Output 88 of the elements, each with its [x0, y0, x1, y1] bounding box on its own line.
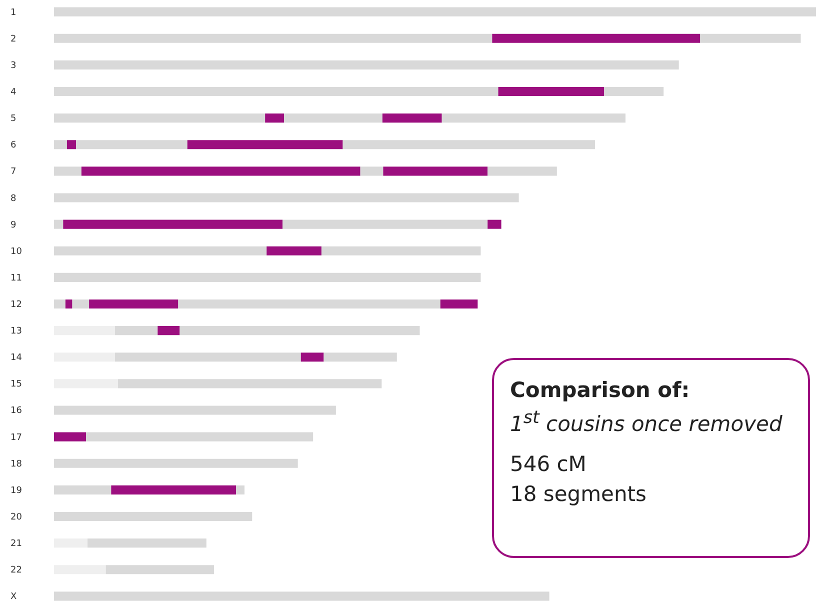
bar: [158, 326, 180, 336]
bar: [54, 166, 82, 176]
bar: [65, 299, 72, 309]
bar: [54, 458, 298, 468]
y-tick-label: 6: [10, 140, 16, 151]
y-tick-label: 8: [10, 194, 16, 204]
y-tick-label: 19: [10, 486, 22, 496]
bar: [76, 140, 188, 150]
bar: [118, 379, 382, 388]
bar: [266, 246, 322, 256]
bar: [81, 166, 360, 176]
y-tick-label: 10: [10, 246, 22, 257]
bar: [63, 220, 283, 229]
bar: [284, 114, 382, 123]
bar: [180, 326, 420, 336]
bar: [498, 86, 604, 96]
bar: [54, 246, 267, 256]
bar: [89, 299, 178, 309]
y-tick-label: 11: [10, 273, 22, 284]
bar: [282, 220, 488, 229]
bar: [114, 352, 301, 362]
bar: [54, 114, 266, 123]
y-tick-label: 22: [10, 566, 22, 576]
bar: [54, 406, 336, 415]
bar: [88, 538, 206, 548]
y-tick-label: 17: [10, 432, 22, 443]
bar: [86, 432, 314, 442]
y-tick-label: 14: [10, 353, 22, 364]
y-tick-label: 13: [10, 326, 22, 337]
y-tick-label: 3: [10, 60, 16, 71]
annotation: 1$^{st}$ cousins once removed: [510, 408, 784, 436]
annotation: 546 cM: [510, 452, 588, 476]
bar: [360, 166, 384, 176]
bar: [106, 565, 214, 574]
bar: [54, 34, 492, 43]
bar: [54, 379, 118, 388]
bar: [54, 512, 252, 522]
bar: [54, 299, 66, 309]
bar: [54, 193, 519, 202]
y-tick-label: 21: [10, 539, 22, 550]
bar: [54, 60, 679, 70]
bar: [54, 86, 498, 96]
bar: [492, 34, 700, 43]
bar: [488, 220, 502, 229]
y-tick-label: 18: [10, 459, 22, 470]
bar: [236, 485, 244, 494]
y-tick-label: 5: [10, 114, 16, 124]
bar: [111, 485, 236, 494]
annotation: Comparison of:: [510, 378, 691, 402]
bar: [54, 7, 816, 16]
bar: [700, 34, 801, 43]
bar: [321, 246, 481, 256]
bar: [72, 299, 90, 309]
bar: [66, 140, 76, 150]
y-tick-label: 12: [10, 300, 22, 310]
bar: [324, 352, 397, 362]
bar: [54, 565, 106, 574]
y-tick-label: 9: [10, 220, 16, 230]
bar: [187, 140, 343, 150]
bar: [54, 220, 64, 229]
bar: [54, 352, 115, 362]
bar: [54, 538, 88, 548]
y-tick-label: 15: [10, 380, 22, 390]
bar: [342, 140, 596, 150]
bar: [114, 326, 158, 336]
bar: [54, 592, 550, 601]
bar: [54, 326, 115, 336]
annotation: 18 segments: [510, 482, 648, 506]
bar: [265, 114, 284, 123]
y-tick-label: 1: [10, 8, 16, 18]
y-tick-label: X: [10, 592, 17, 602]
y-tick-label: 4: [10, 88, 16, 98]
y-tick-label: 16: [10, 406, 22, 416]
bar: [54, 485, 112, 494]
bar: [442, 114, 626, 123]
bar: [178, 299, 440, 309]
bar: [54, 432, 86, 442]
bar: [382, 114, 442, 123]
bar: [54, 272, 481, 282]
bar: [300, 352, 324, 362]
y-tick-label: 20: [10, 512, 22, 522]
bar: [54, 140, 67, 150]
bar: [383, 166, 488, 176]
y-tick-label: 2: [10, 34, 16, 44]
bar: [440, 299, 478, 309]
y-tick-label: 7: [10, 167, 16, 178]
bar: [604, 86, 664, 96]
bar: [488, 166, 557, 176]
